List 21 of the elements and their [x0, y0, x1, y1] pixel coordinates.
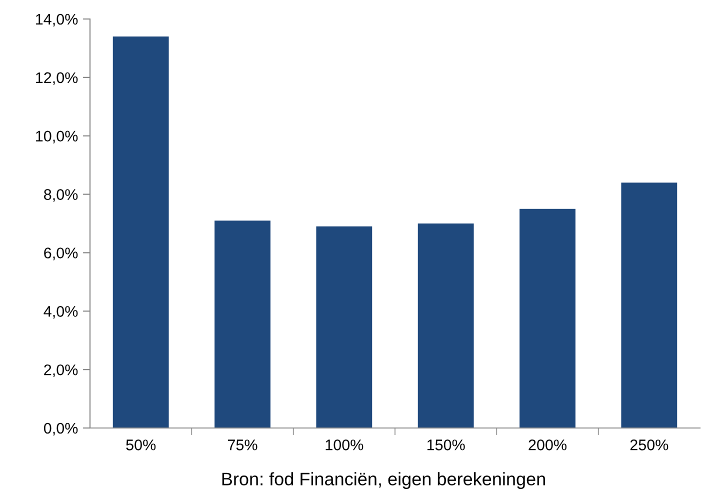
x-tick-label: 150% — [427, 440, 465, 450]
bar — [520, 208, 576, 428]
x-tick-label: 100% — [326, 440, 364, 450]
bar — [418, 224, 474, 428]
x-tick-label: 250% — [630, 440, 668, 450]
y-tick-label: 6,0% — [44, 248, 78, 260]
y-tick-label: 4,0% — [44, 306, 78, 319]
y-tick-label: 14,0% — [36, 14, 78, 26]
x-tick-label: 200% — [528, 440, 566, 450]
y-tick-label: 0,0% — [44, 422, 78, 436]
y-tick-label: 2,0% — [44, 364, 78, 378]
y-tick-label: 10,0% — [36, 130, 78, 144]
y-tick-label: 8,0% — [44, 189, 78, 202]
bar — [316, 226, 372, 428]
x-tick-label: 75% — [228, 440, 258, 450]
bar — [214, 220, 270, 428]
bar — [112, 36, 169, 428]
bar — [621, 182, 678, 428]
x-tick-label: 50% — [126, 440, 156, 450]
text: Bron: fod Financiën, eigen berekeningen — [222, 472, 545, 489]
y-tick-label: 12,0% — [36, 72, 78, 85]
